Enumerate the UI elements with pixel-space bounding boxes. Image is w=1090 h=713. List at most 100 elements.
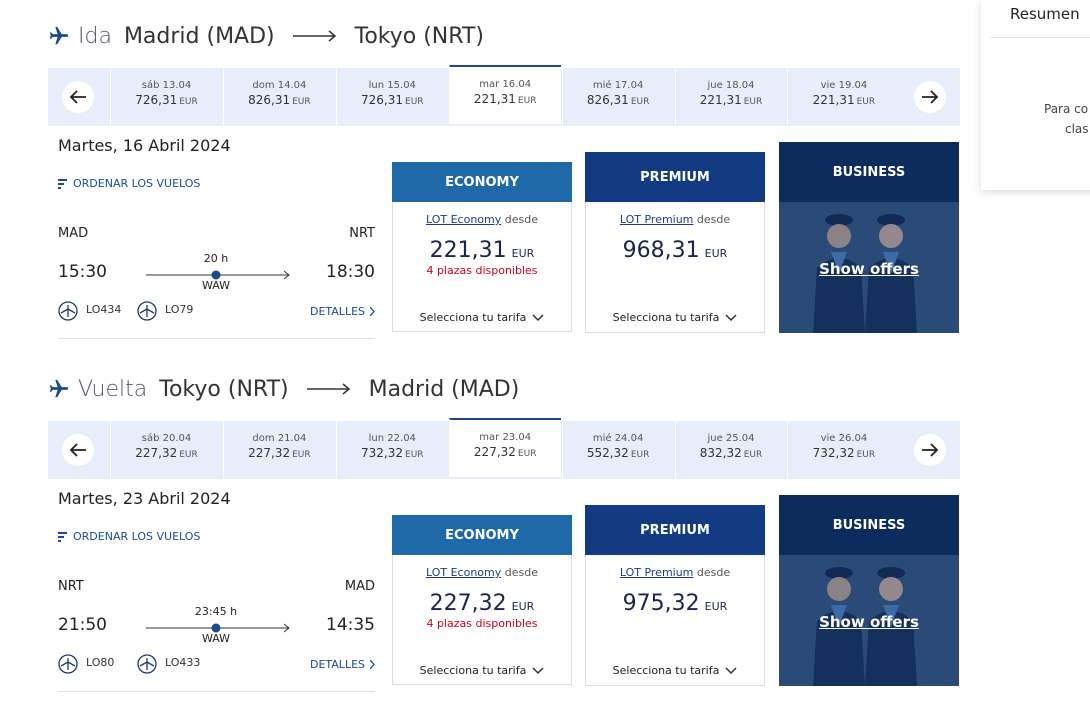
divider — [991, 37, 1090, 38]
date-option[interactable]: sáb 13.04 726,31 EUR — [110, 68, 222, 126]
price-value: 227,32 — [473, 445, 516, 459]
date-option[interactable]: vie 19.04 221,31 EUR — [787, 68, 899, 126]
divider — [58, 338, 375, 339]
select-fare-button[interactable]: Selecciona tu tarifa — [392, 311, 572, 324]
airline-logo — [137, 654, 157, 678]
fare-name: PREMIUM — [640, 522, 710, 538]
business-image[interactable]: Show offers — [779, 202, 959, 333]
fare-name: BUSINESS — [832, 164, 906, 180]
date-option[interactable]: mié 24.04 552,32 EUR — [561, 421, 674, 479]
date-option[interactable]: jue 18.04 221,31 EUR — [674, 68, 787, 126]
date-option[interactable]: lun 22.04 732,32 EUR — [335, 421, 448, 479]
date-option[interactable]: dom 21.04 227,32 EUR — [222, 421, 335, 479]
fare-price: 975,32 EUR — [586, 591, 764, 616]
show-offers-button[interactable]: Show offers — [819, 613, 919, 631]
prev-dates-button[interactable] — [62, 434, 94, 466]
date-option[interactable]: jue 25.04 832,32 EUR — [674, 421, 787, 479]
price-value: 726,31 — [361, 93, 404, 107]
destination: Madrid (MAD) — [368, 376, 520, 402]
price-currency: EUR — [630, 450, 650, 460]
fare-link[interactable]: LOT Premium — [619, 213, 694, 226]
fare-header: PREMIUM — [585, 152, 765, 202]
price-value: 552,32 — [586, 446, 629, 460]
stopover: WAW — [201, 279, 231, 292]
next-dates-button[interactable] — [914, 81, 946, 113]
date-option[interactable]: mié 17.04 826,31 EUR — [561, 68, 674, 126]
details-text: DETALLES — [310, 305, 365, 318]
departure-time: 21:50 — [58, 615, 107, 635]
date-price: 826,31 EUR — [224, 93, 335, 107]
prev-dates-button[interactable] — [62, 81, 94, 113]
date-day: lun 15.04 — [368, 80, 416, 91]
date-price: 732,32 EUR — [788, 446, 899, 460]
date-option[interactable]: mar 16.04 221,31 EUR — [448, 65, 561, 124]
from-airport: MAD — [58, 226, 89, 241]
from-text: desde — [504, 566, 538, 579]
details-link[interactable]: DETALLES — [310, 658, 375, 671]
to-airport: MAD — [344, 579, 375, 594]
date-option[interactable]: lun 15.04 726,31 EUR — [335, 68, 448, 126]
route-arrow — [292, 30, 337, 42]
select-text: Selecciona tu tarifa — [612, 311, 720, 324]
fare-header: PREMIUM — [585, 505, 765, 555]
sidebar-text: Para co — [1044, 102, 1089, 116]
details-link[interactable]: DETALLES — [310, 305, 375, 318]
fare-price: 227,32 EUR — [393, 591, 571, 616]
fare-link[interactable]: LOT Premium — [619, 566, 694, 579]
fare-link[interactable]: LOT Economy — [426, 213, 502, 226]
airline-logo — [58, 301, 78, 325]
price-currency: EUR — [630, 97, 650, 107]
price-currency: EUR — [743, 450, 763, 460]
price-value: 221,31 — [812, 93, 855, 107]
select-fare-button[interactable]: Selecciona tu tarifa — [585, 311, 765, 324]
next-dates-button[interactable] — [914, 434, 946, 466]
date-price: 732,32 EUR — [337, 446, 448, 460]
price-currency: EUR — [179, 450, 198, 460]
select-fare-button[interactable]: Selecciona tu tarifa — [585, 664, 765, 677]
duration: 23:45 h — [194, 605, 238, 618]
date-day: mié 24.04 — [592, 433, 644, 444]
price-currency: EUR — [856, 450, 876, 460]
price-value: 826,31 — [586, 93, 629, 107]
date-day: jue 25.04 — [707, 433, 755, 444]
route-line — [146, 266, 292, 285]
price-currency: EUR — [292, 97, 311, 107]
date-option[interactable]: mar 23.04 227,32 EUR — [448, 418, 561, 477]
date-day: sáb 13.04 — [141, 80, 192, 91]
select-fare-button[interactable]: Selecciona tu tarifa — [392, 664, 572, 677]
price-value: 227,32 — [248, 446, 291, 460]
arrival-time: 18:30 — [326, 262, 375, 282]
chevron — [526, 666, 544, 675]
sort-button[interactable]: ORDENAR LOS VUELOS — [58, 177, 200, 190]
price-value: 832,32 — [699, 446, 742, 460]
date-strip: sáb 20.04 227,32 EUR dom 21.04 227,32 EUR lun … — [48, 418, 960, 479]
show-offers-button[interactable]: Show offers — [819, 260, 919, 278]
sort-button[interactable]: ORDENAR LOS VUELOS — [58, 530, 200, 543]
flight-number: LO433 — [165, 656, 201, 669]
sort-text: ORDENAR LOS VUELOS — [73, 530, 201, 543]
fare-body: LOT Economy desde 221,31 EUR 4 plazas dispo… — [392, 202, 572, 332]
date-day: sáb 20.04 — [141, 433, 192, 444]
fare-header[interactable]: BUSINESS — [779, 142, 959, 202]
date-option[interactable]: dom 14.04 826,31 EUR — [222, 68, 335, 126]
sidebar-text: clas — [1065, 122, 1089, 136]
stopover: WAW — [201, 632, 231, 645]
from-text: desde — [696, 566, 731, 579]
business-image[interactable]: Show offers — [779, 555, 959, 686]
plane-icon — [48, 378, 70, 400]
date-option[interactable]: vie 26.04 732,32 EUR — [787, 421, 899, 479]
sort-icon — [58, 178, 67, 189]
price-value: 732,32 — [361, 446, 404, 460]
date-day: jue 18.04 — [707, 80, 755, 91]
date-option[interactable]: sáb 20.04 227,32 EUR — [110, 421, 222, 479]
date-day: vie 26.04 — [820, 433, 868, 444]
price-value: 221,31 — [473, 92, 516, 106]
details-text: DETALLES — [310, 658, 365, 671]
fare-link[interactable]: LOT Economy — [426, 566, 502, 579]
fare-header[interactable]: BUSINESS — [779, 495, 959, 555]
destination: Tokyo (NRT) — [354, 23, 484, 49]
fare-body: LOT Premium desde 968,31 EUR — [585, 202, 765, 333]
price-value: 227,32 — [135, 446, 178, 460]
price-value: 726,31 — [135, 93, 178, 107]
